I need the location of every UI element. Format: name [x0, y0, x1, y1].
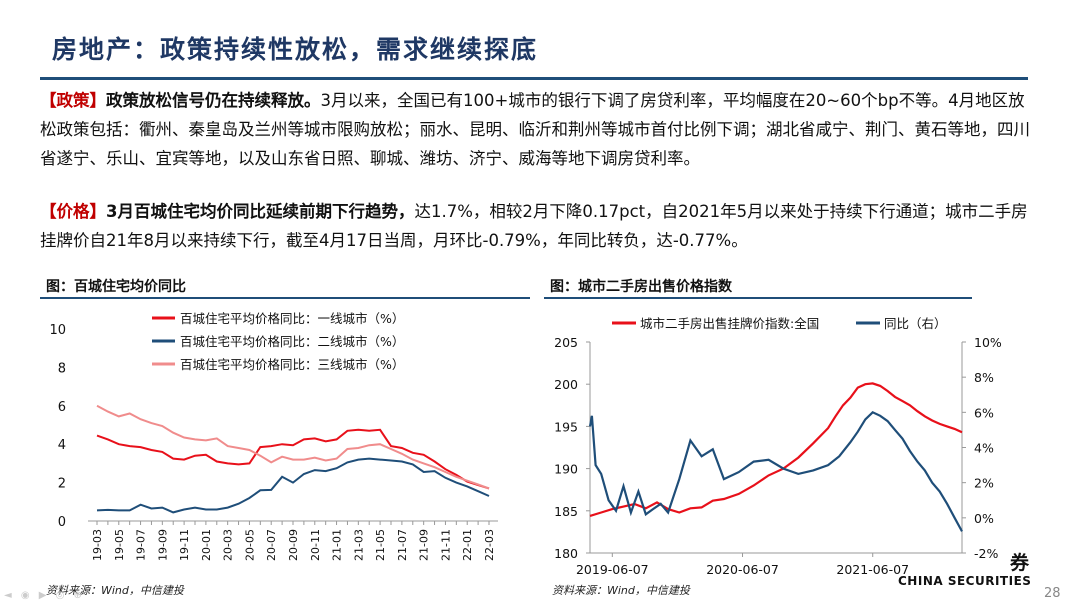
left-y-tick-label: 185 [554, 504, 578, 519]
x-tick-label: 2019-06-07 [576, 562, 649, 577]
policy-paragraph: 【政策】政策放松信号仍在持续释放。3月以来，全国已有100+城市的银行下调了房贷… [40, 86, 1035, 173]
legend-label-2: 百城住宅平均价格同比：二线城市（%） [180, 334, 404, 349]
left-y-tick-label: 180 [554, 546, 578, 561]
legend-label-2: 同比（右） [884, 316, 947, 331]
legend-label-1: 百城住宅平均价格同比：一线城市（%） [180, 311, 404, 326]
slide-nav-controls[interactable]: ◄ ◉ ▶ ◎ ⊕ [4, 590, 85, 601]
left-y-tick-label: 200 [554, 377, 578, 392]
x-tick-label: 19-05 [113, 529, 126, 561]
price-lead: 3月百城住宅均价同比延续前期下行趋势， [106, 202, 415, 221]
left-figure-rule [40, 297, 530, 299]
left-y-tick-label: 195 [554, 419, 578, 434]
china-securities-logo: CHINA SECURITIES [898, 574, 1032, 588]
x-tick-label: 22-03 [483, 529, 496, 561]
x-tick-label: 20-11 [309, 529, 322, 561]
page-number: 28 [1044, 586, 1061, 601]
x-tick-label: 20-05 [243, 529, 256, 561]
right-y-tick-label: 10% [974, 335, 1002, 350]
y-tick-label: 6 [58, 400, 66, 415]
left-y-tick-label: 205 [554, 335, 578, 350]
x-tick-label: 21-07 [396, 529, 409, 561]
y-tick-label: 4 [58, 438, 66, 453]
policy-lead: 政策放松信号仍在持续释放。 [106, 91, 321, 110]
y-tick-label: 10 [49, 323, 66, 338]
right-line-chart: 180 185 190 195 200 205 -2% 0% 2% 4% 6% 8% 10% 2019-0… [554, 316, 1002, 577]
x-tick-label: 20-01 [200, 529, 213, 561]
x-tick-label: 21-01 [331, 529, 344, 561]
y-tick-label: 8 [58, 361, 66, 376]
left-y-tick-label: 190 [554, 462, 578, 477]
right-y-tick-label: 0% [974, 511, 994, 526]
price-body: 达1.7%，相较2月下降0.17pct，自2021年5月以来处于持续下行通道；城… [40, 202, 1028, 250]
x-tick-label: 20-09 [287, 529, 300, 561]
price-tag: 【价格】 [40, 202, 106, 221]
series-line-2 [588, 410, 963, 532]
right-figure-source: 资料来源：Wind，中信建投 [552, 584, 690, 597]
x-tick-label: 2021-06-07 [836, 562, 909, 577]
title-divider [40, 77, 1028, 80]
price-paragraph: 【价格】3月百城住宅均价同比延续前期下行趋势，达1.7%，相较2月下降0.17p… [40, 197, 1035, 255]
legend-label-1: 城市二手房出售挂牌价指数:全国 [640, 316, 819, 331]
right-figure-title: 图：城市二手房出售价格指数 [550, 279, 732, 295]
x-tick-label: 21-03 [352, 529, 365, 561]
left-figure-source: 资料来源：Wind，中信建投 [46, 584, 184, 597]
y-tick-label: 0 [58, 515, 66, 530]
series-line-1 [96, 428, 490, 490]
right-y-tick-label: 8% [974, 370, 994, 385]
x-tick-label: 22-01 [461, 529, 474, 561]
x-tick-label: 21-09 [418, 529, 431, 561]
logo-mark: 券 [1010, 552, 1030, 574]
x-tick-label: 19-03 [91, 529, 104, 561]
x-tick-label: 20-03 [222, 529, 235, 561]
x-tick-label: 19-09 [156, 529, 169, 561]
right-figure-rule [544, 297, 972, 299]
series-line-3 [96, 404, 490, 490]
page-title: 房地产：政策持续性放松，需求继续探底 [52, 35, 539, 64]
left-line-chart: 0 2 4 6 8 10 19-03 19-05 19-07 19-09 19-11 20-01 20-… [49, 311, 498, 561]
legend-label-3: 百城住宅平均价格同比：三线城市（%） [180, 357, 404, 372]
right-y-tick-label: -2% [974, 546, 998, 561]
right-y-tick-label: 2% [974, 476, 994, 491]
y-tick-label: 2 [58, 477, 66, 492]
x-tick-label: 21-11 [439, 529, 452, 561]
x-tick-label: 19-11 [178, 529, 191, 561]
left-figure-title: 图：百城住宅均价同比 [46, 279, 186, 295]
x-tick-label: 2020-06-07 [706, 562, 779, 577]
policy-tag: 【政策】 [40, 91, 106, 110]
x-tick-label: 21-05 [374, 529, 387, 561]
series-line-1 [589, 382, 963, 517]
x-tick-label: 19-07 [135, 529, 148, 561]
right-y-tick-label: 6% [974, 405, 994, 420]
x-tick-label: 20-07 [265, 529, 278, 561]
right-y-tick-label: 4% [974, 441, 994, 456]
series-line-2 [96, 457, 490, 514]
policy-body: 3月以来，全国已有100+城市的银行下调了房贷利率，平均幅度在20~60个bp不… [40, 91, 1030, 168]
